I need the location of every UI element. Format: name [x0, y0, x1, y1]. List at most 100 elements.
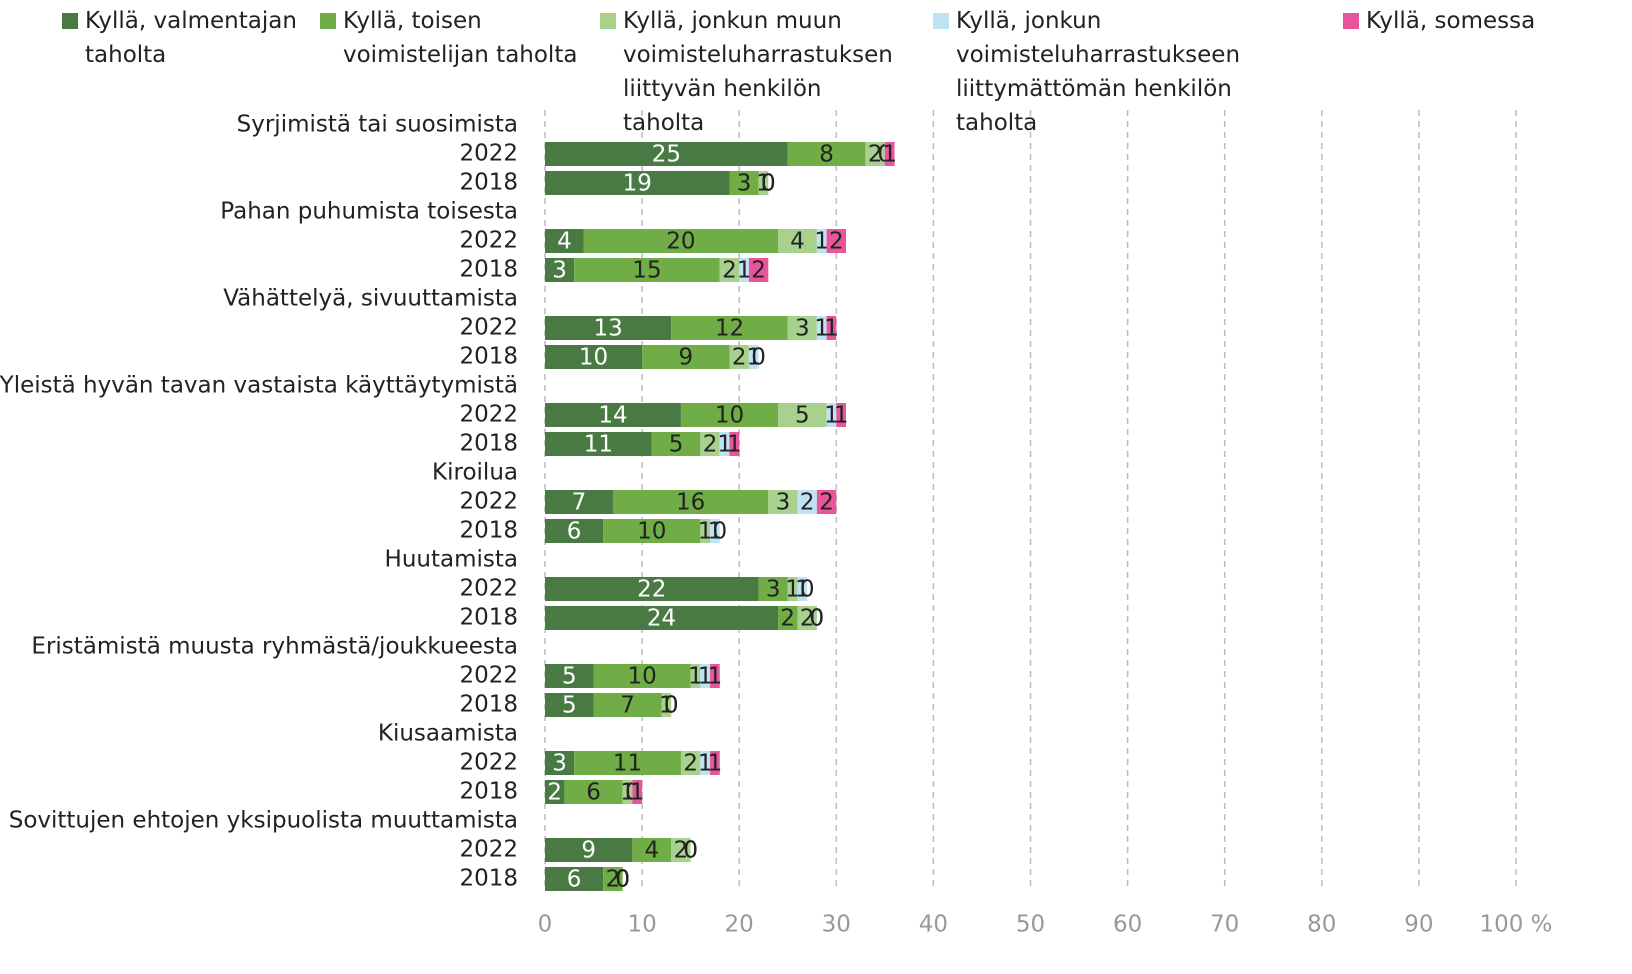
x-tick-label: 100 %	[1479, 912, 1552, 938]
bar-segment	[583, 229, 779, 253]
data-label: 20	[666, 229, 695, 255]
bar-segment	[729, 171, 759, 195]
legend-label: Kyllä, jonkun muun voimisteluharrastukse…	[623, 8, 893, 136]
legend-label: Kyllä, valmentajan taholta	[85, 8, 297, 68]
bar-segment	[680, 403, 779, 427]
bar-segment	[545, 577, 759, 601]
bar-segment	[768, 490, 798, 514]
data-label: 2	[732, 345, 747, 371]
data-label: 3	[766, 577, 781, 603]
data-label: 0	[664, 693, 679, 719]
data-label: 1	[708, 519, 723, 545]
data-label: 6	[567, 519, 582, 545]
bar-segment	[836, 403, 847, 427]
bar-segment	[545, 867, 604, 891]
y-tick-label: 2022	[459, 837, 518, 863]
bar-segment	[545, 171, 730, 195]
bar-segment	[865, 142, 885, 166]
bar-segment	[729, 432, 740, 456]
data-label: 3	[795, 316, 810, 342]
bar-segment	[603, 519, 701, 543]
data-label: 2	[829, 229, 844, 255]
bar-segment	[739, 258, 749, 282]
y-tick-label: 2018	[459, 431, 518, 457]
bar-segment	[545, 229, 584, 253]
bar-segment	[816, 229, 827, 253]
legend-item: Kyllä, jonkun voimisteluharrastukseen li…	[933, 4, 1313, 140]
data-label: 24	[647, 606, 676, 632]
group-label: Eristämistä muusta ryhmästä/joukkueesta	[31, 634, 518, 660]
group-label: Kiroilua	[432, 460, 518, 486]
bar-segment	[700, 519, 711, 543]
bar-segment	[593, 664, 691, 688]
bar-segment	[748, 345, 759, 369]
data-label: 6	[586, 780, 601, 806]
data-label: 0	[800, 577, 815, 603]
data-label: 1	[708, 664, 723, 690]
data-label: 2	[722, 258, 737, 284]
legend-item: Kyllä, jonkun muun voimisteluharrastukse…	[600, 4, 910, 140]
data-label: 1	[659, 693, 674, 719]
data-label: 1	[824, 403, 839, 429]
y-tick-label: 2018	[459, 692, 518, 718]
data-label: 4	[790, 229, 805, 255]
x-tick-label: 60	[1113, 912, 1142, 938]
data-label: 2	[819, 490, 834, 516]
bar-segment	[545, 519, 604, 543]
y-tick-label: 2018	[459, 344, 518, 370]
bar-segment	[816, 316, 827, 340]
data-label: 6	[567, 867, 582, 893]
data-label: 10	[715, 403, 744, 429]
data-label: 1	[737, 258, 752, 284]
data-label: 0	[761, 171, 776, 197]
data-label: 1	[824, 316, 839, 342]
data-label: 4	[644, 838, 659, 864]
data-label: 0	[761, 171, 776, 197]
y-tick-label: 2018	[459, 866, 518, 892]
data-label: 1	[795, 577, 810, 603]
bar-segment	[545, 403, 681, 427]
y-tick-label: 2022	[459, 663, 518, 689]
legend-label: Kyllä, toisen voimistelijan taholta	[343, 8, 578, 68]
bar-segment	[545, 316, 672, 340]
data-label: 0	[615, 867, 630, 893]
x-tick-label: 50	[1016, 912, 1045, 938]
x-tick-label: 40	[919, 912, 948, 938]
bar-segment	[545, 432, 652, 456]
group-label: Kiusaamista	[378, 721, 518, 747]
data-label: 2	[780, 606, 795, 632]
bar-segment	[719, 258, 740, 282]
x-tick-label: 90	[1404, 912, 1433, 938]
bar-segment	[612, 490, 769, 514]
data-label: 0	[810, 606, 825, 632]
data-label: 0	[664, 693, 679, 719]
data-label: 1	[708, 751, 723, 777]
legend-label: Kyllä, somessa	[1366, 8, 1536, 34]
y-tick-label: 2018	[459, 170, 518, 196]
bar-segment	[545, 142, 788, 166]
bar-segment	[545, 751, 575, 775]
bar-segment	[778, 403, 827, 427]
y-tick-label: 2022	[459, 402, 518, 428]
data-label: 2	[674, 838, 689, 864]
y-tick-label: 2022	[459, 489, 518, 515]
bar-segment	[778, 229, 817, 253]
data-label: 4	[557, 229, 572, 255]
data-label: 2	[703, 432, 718, 458]
y-tick-label: 2018	[459, 779, 518, 805]
bar-segment	[632, 838, 672, 862]
bar-segment	[787, 142, 866, 166]
data-label: 0	[683, 838, 698, 864]
bar-segment	[700, 432, 720, 456]
legend-swatch	[62, 13, 78, 29]
data-label: 0	[615, 867, 630, 893]
bar-segment	[816, 490, 837, 514]
x-tick-label: 80	[1307, 912, 1336, 938]
bar-segment	[545, 693, 594, 717]
data-label: 14	[598, 403, 627, 429]
data-label: 25	[652, 142, 681, 168]
bar-segment	[574, 258, 720, 282]
y-tick-label: 2022	[459, 750, 518, 776]
